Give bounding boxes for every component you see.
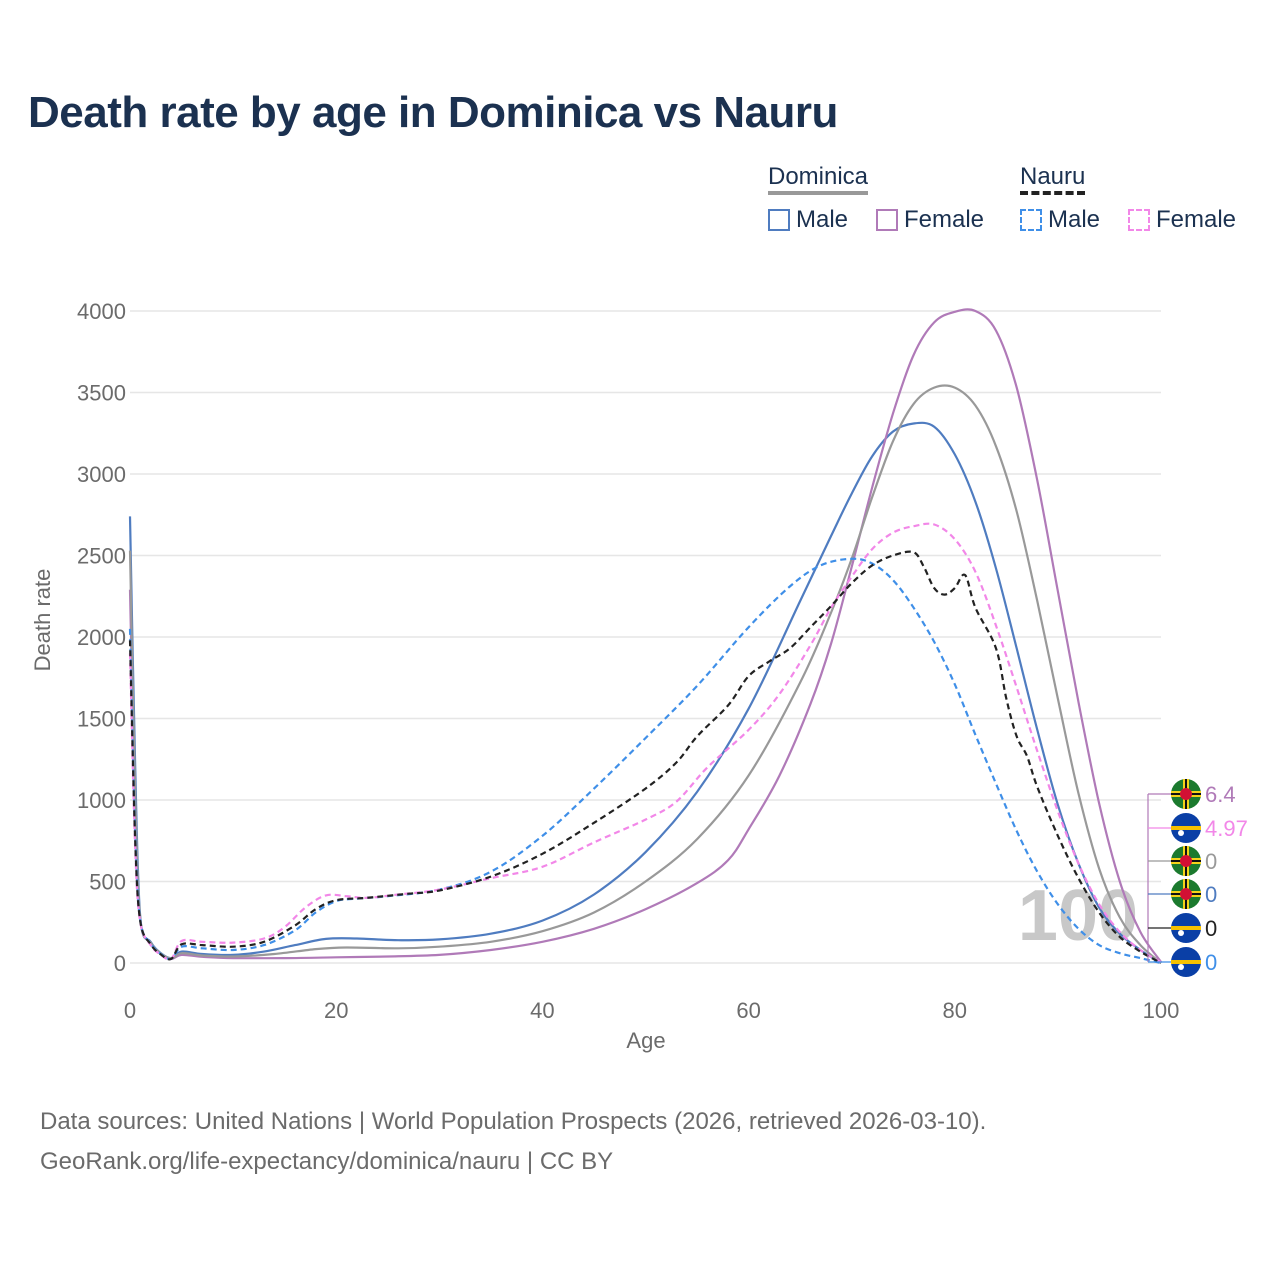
y-axis-label: Death rate [30,569,55,672]
x-tick-label: 60 [736,998,760,1023]
y-tick-label: 3000 [77,462,126,487]
x-tick-label: 80 [943,998,967,1023]
legend-group-nauru[interactable]: Nauru [1020,163,1086,195]
end-label-value: 4.97 [1205,816,1248,841]
end-label-value: 0 [1205,882,1217,907]
series-line-nauru[interactable] [128,550,1162,964]
legend-swatch [768,209,790,231]
series-line-dominica-female[interactable] [128,308,1162,963]
nauru-flag-icon [1171,947,1201,977]
legend-swatch [876,209,898,231]
legend-item-dominica-female[interactable]: Female [876,206,984,234]
end-labels: 6.4 4.97 0 0 0 0 [1147,779,1248,977]
y-tick-label: 500 [89,870,126,895]
dominica-flag-icon [1171,779,1201,809]
y-tick-label: 4000 [77,299,126,324]
nauru-flag-icon [1171,913,1201,943]
x-tick-label: 40 [530,998,554,1023]
series-line-nauru-male[interactable] [128,557,1162,965]
y-tick-label: 1500 [77,707,126,732]
source-line: Data sources: United Nations | World Pop… [40,1108,987,1135]
end-label-value: 0 [1205,916,1217,941]
legend-swatch [1020,209,1042,231]
x-axis-label: Age [626,1028,665,1053]
y-tick-label: 3500 [77,381,126,406]
y-tick-label: 0 [114,951,126,976]
dominica-flag-icon [1171,846,1201,876]
legend-swatch [1128,209,1150,231]
legend-item-label: Female [1156,206,1237,233]
y-tick-label: 2000 [77,625,126,650]
y-tick-label: 2500 [77,544,126,569]
x-tick-label: 20 [324,998,348,1023]
series-group [128,308,1162,965]
series-line-dominica[interactable] [128,384,1162,964]
license-line[interactable]: GeoRank.org/life-expectancy/dominica/nau… [40,1148,614,1175]
dominica-flag-icon [1171,879,1201,909]
legend-line-solid [768,191,869,195]
legend-item-dominica-male[interactable]: Male [768,206,848,234]
legend-group-label: Nauru [1020,163,1086,190]
x-tick-label: 0 [124,998,136,1023]
series-line-nauru-female[interactable] [128,522,1162,964]
axes: 0 500 1000 1500 2000 2500 3000 3500 4000 0 20 40 60 8… [77,299,1179,1023]
legend-item-label: Male [796,206,849,233]
legend-item-label: Male [1048,206,1101,233]
y-tick-label: 1000 [77,788,126,813]
legend-line-dashed [1020,191,1086,195]
legend-group-label: Dominica [768,163,869,190]
grid [130,310,1161,964]
legend-item-label: Female [904,206,985,233]
end-label-value: 0 [1205,950,1217,975]
chart-title: Death rate by age in Dominica vs Nauru [28,88,838,137]
legend-item-nauru-male[interactable]: Male [1020,206,1100,234]
end-label-value: 0 [1205,849,1217,874]
end-label-value: 6.4 [1205,782,1236,807]
legend-item-nauru-female[interactable]: Female [1128,206,1236,234]
x-tick-label: 100 [1143,998,1180,1023]
nauru-flag-icon [1171,813,1201,843]
legend-group-dominica[interactable]: Dominica [768,163,869,195]
